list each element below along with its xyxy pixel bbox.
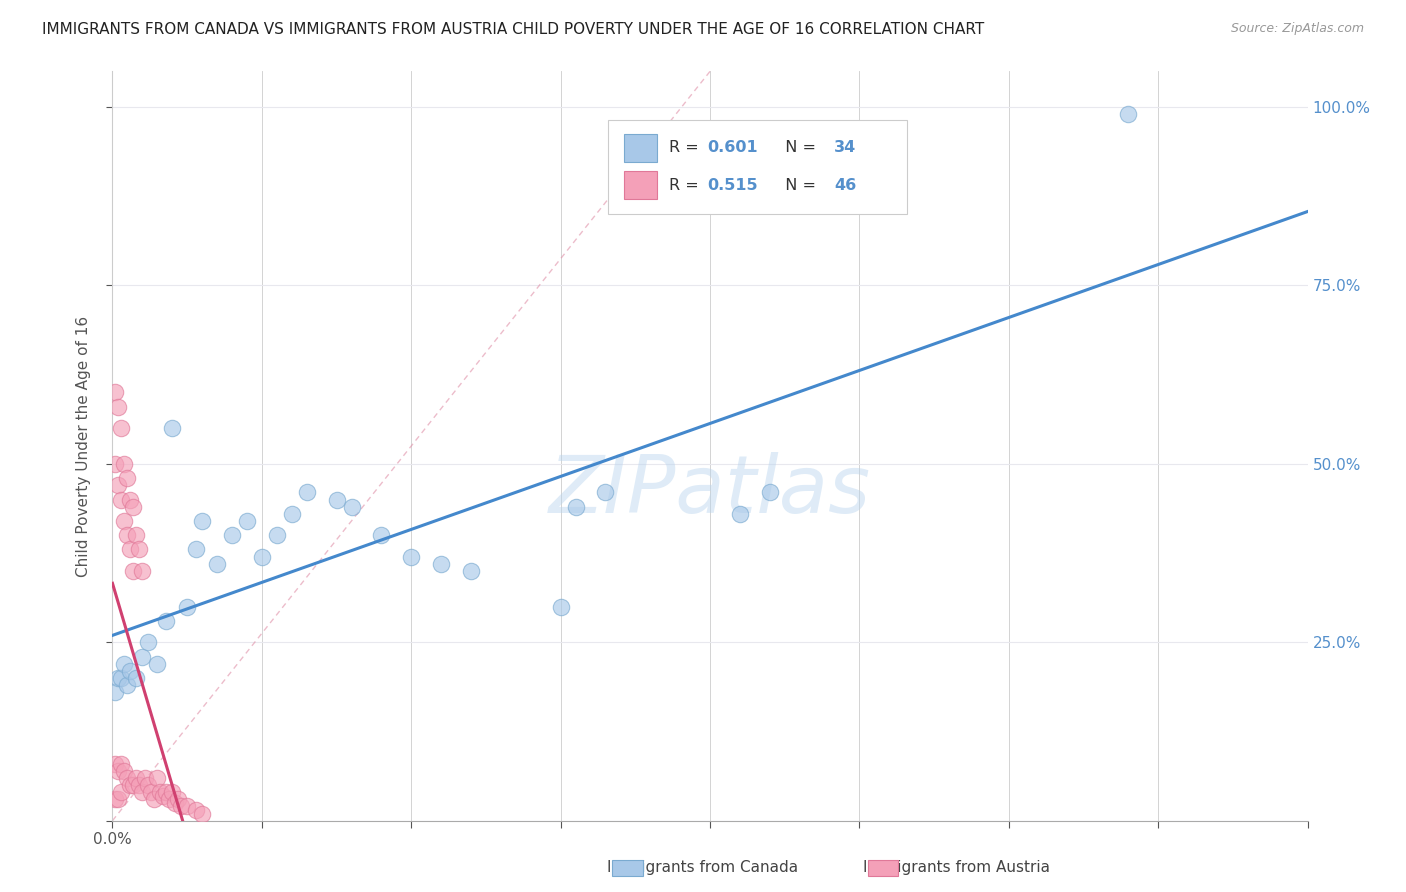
Point <box>128 542 150 557</box>
Point <box>104 457 127 471</box>
Text: 0.601: 0.601 <box>707 140 758 155</box>
Point <box>430 557 453 571</box>
Point <box>104 756 127 771</box>
Point <box>236 514 259 528</box>
Point <box>281 507 304 521</box>
Point <box>107 764 129 778</box>
Text: R =: R = <box>669 140 704 155</box>
FancyBboxPatch shape <box>624 134 658 162</box>
Point <box>114 457 135 471</box>
Point <box>167 792 190 806</box>
Point <box>176 599 198 614</box>
Point <box>117 471 139 485</box>
Point <box>155 785 177 799</box>
Point <box>138 635 160 649</box>
Point <box>340 500 363 514</box>
Point <box>125 771 148 785</box>
Point <box>186 542 208 557</box>
Point <box>120 778 142 792</box>
Point <box>759 485 782 500</box>
Point <box>110 421 132 435</box>
Point <box>122 564 145 578</box>
Point <box>595 485 617 500</box>
Point <box>128 778 150 792</box>
Point <box>117 771 139 785</box>
Point <box>134 771 156 785</box>
Point <box>146 657 169 671</box>
Point <box>146 771 169 785</box>
FancyBboxPatch shape <box>624 171 658 200</box>
Text: N =: N = <box>775 140 821 155</box>
Point <box>131 564 153 578</box>
Text: Source: ZipAtlas.com: Source: ZipAtlas.com <box>1230 22 1364 36</box>
Point <box>114 764 135 778</box>
Point <box>141 785 163 799</box>
Point <box>157 792 180 806</box>
Text: Immigrants from Austria: Immigrants from Austria <box>862 860 1050 874</box>
Point <box>221 528 243 542</box>
Text: 0.515: 0.515 <box>707 178 758 193</box>
Text: N =: N = <box>775 178 821 193</box>
Point <box>205 557 228 571</box>
Point <box>120 664 142 678</box>
Point <box>104 385 127 400</box>
Point <box>564 500 586 514</box>
Text: IMMIGRANTS FROM CANADA VS IMMIGRANTS FROM AUSTRIA CHILD POVERTY UNDER THE AGE OF: IMMIGRANTS FROM CANADA VS IMMIGRANTS FRO… <box>42 22 984 37</box>
Point <box>295 485 318 500</box>
Text: ZIPatlas: ZIPatlas <box>548 452 872 530</box>
Point <box>107 792 129 806</box>
Point <box>460 564 482 578</box>
Point <box>370 528 392 542</box>
Point <box>170 799 193 814</box>
Text: 46: 46 <box>834 178 856 193</box>
Point <box>117 678 139 692</box>
Point <box>191 806 214 821</box>
Point <box>138 778 160 792</box>
FancyBboxPatch shape <box>609 120 907 214</box>
Point <box>550 599 572 614</box>
Point <box>110 671 132 685</box>
Point <box>110 785 132 799</box>
Point <box>120 542 142 557</box>
Point <box>131 785 153 799</box>
Y-axis label: Child Poverty Under the Age of 16: Child Poverty Under the Age of 16 <box>76 316 91 576</box>
Point <box>107 400 129 414</box>
Point <box>125 671 148 685</box>
Point <box>122 778 145 792</box>
Point <box>325 492 347 507</box>
Text: 34: 34 <box>834 140 856 155</box>
Point <box>152 789 174 803</box>
Point <box>131 649 153 664</box>
Point <box>143 792 166 806</box>
Point <box>149 785 172 799</box>
Point <box>165 796 187 810</box>
Point <box>1118 107 1140 121</box>
Point <box>122 500 145 514</box>
Point <box>120 492 142 507</box>
Point <box>117 528 139 542</box>
Point <box>110 756 132 771</box>
Point <box>114 514 135 528</box>
Point <box>401 549 423 564</box>
Point <box>155 614 177 628</box>
Point <box>162 421 183 435</box>
Point <box>114 657 135 671</box>
Point <box>110 492 132 507</box>
Point <box>266 528 288 542</box>
Point <box>104 685 127 699</box>
Point <box>162 785 183 799</box>
Point <box>176 799 198 814</box>
Point <box>107 671 129 685</box>
Point <box>250 549 273 564</box>
Point <box>728 507 751 521</box>
Point <box>125 528 148 542</box>
Point <box>107 478 129 492</box>
Point <box>191 514 214 528</box>
Text: R =: R = <box>669 178 704 193</box>
Point <box>186 803 208 817</box>
Point <box>104 792 127 806</box>
Text: Immigrants from Canada: Immigrants from Canada <box>607 860 799 874</box>
